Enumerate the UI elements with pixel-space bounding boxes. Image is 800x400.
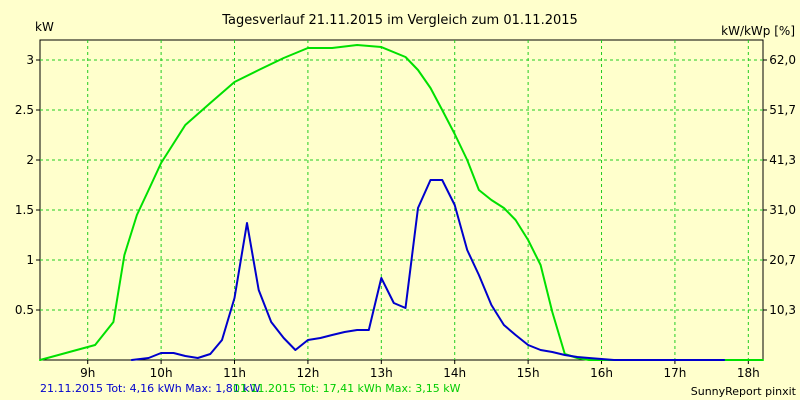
- y2-tick-label: 41,3: [769, 153, 796, 167]
- y-tick-label: 1.5: [15, 203, 34, 217]
- x-tick-label: 16h: [590, 366, 613, 380]
- x-tick-label: 10h: [150, 366, 173, 380]
- series-line-21-11-2015: [130, 179, 726, 361]
- axis-ticks: 9h 10h 11h 12h 13h 14h 15h 16h 17h 18h 0.5 1 1.5 2 2.5…: [15, 53, 796, 380]
- series-line-01-11-2015: [39, 44, 764, 361]
- x-tick-label: 14h: [443, 366, 466, 380]
- footer-blue-text: 21.11.2015 Tot: 4,16 kWh Max: 1,81 kW: [40, 382, 261, 395]
- x-tick-label: 11h: [223, 366, 246, 380]
- x-tick-label: 12h: [296, 366, 319, 380]
- footer-green-text: 01.11.2015 Tot: 17,41 kWh Max: 3,15 kW: [233, 382, 461, 395]
- y-tick-label: 2.5: [15, 103, 34, 117]
- y-tick-label: 3: [26, 53, 34, 67]
- footer-credit: SunnyReport pinxit: [691, 385, 797, 398]
- x-tick-label: 18h: [737, 366, 760, 380]
- y-tick-label: 2: [26, 153, 34, 167]
- y2-tick-label: 20,7: [769, 253, 796, 267]
- plot-area: 9h 10h 11h 12h 13h 14h 15h 16h 17h 18h 0.5 1 1.5 2 2.5…: [15, 39, 796, 380]
- x-tick-label: 9h: [80, 366, 95, 380]
- y2-tick-label: 51,7: [769, 103, 796, 117]
- grid: [40, 40, 763, 360]
- y2-axis-label: kW/kWp [%]: [721, 24, 795, 38]
- y2-tick-label: 10,3: [769, 303, 796, 317]
- plot-border: [39, 39, 764, 361]
- y2-tick-label: 31,0: [769, 203, 796, 217]
- y-tick-label: 0.5: [15, 303, 34, 317]
- y-axis-label: kW: [35, 20, 54, 34]
- y2-tick-label: 62,0: [769, 53, 796, 67]
- chart-title: Tagesverlauf 21.11.2015 im Vergleich zum…: [221, 13, 578, 28]
- x-tick-label: 15h: [517, 366, 540, 380]
- x-tick-label: 13h: [370, 366, 393, 380]
- x-tick-label: 17h: [663, 366, 686, 380]
- y-tick-label: 1: [26, 253, 34, 267]
- series-group: [39, 44, 764, 361]
